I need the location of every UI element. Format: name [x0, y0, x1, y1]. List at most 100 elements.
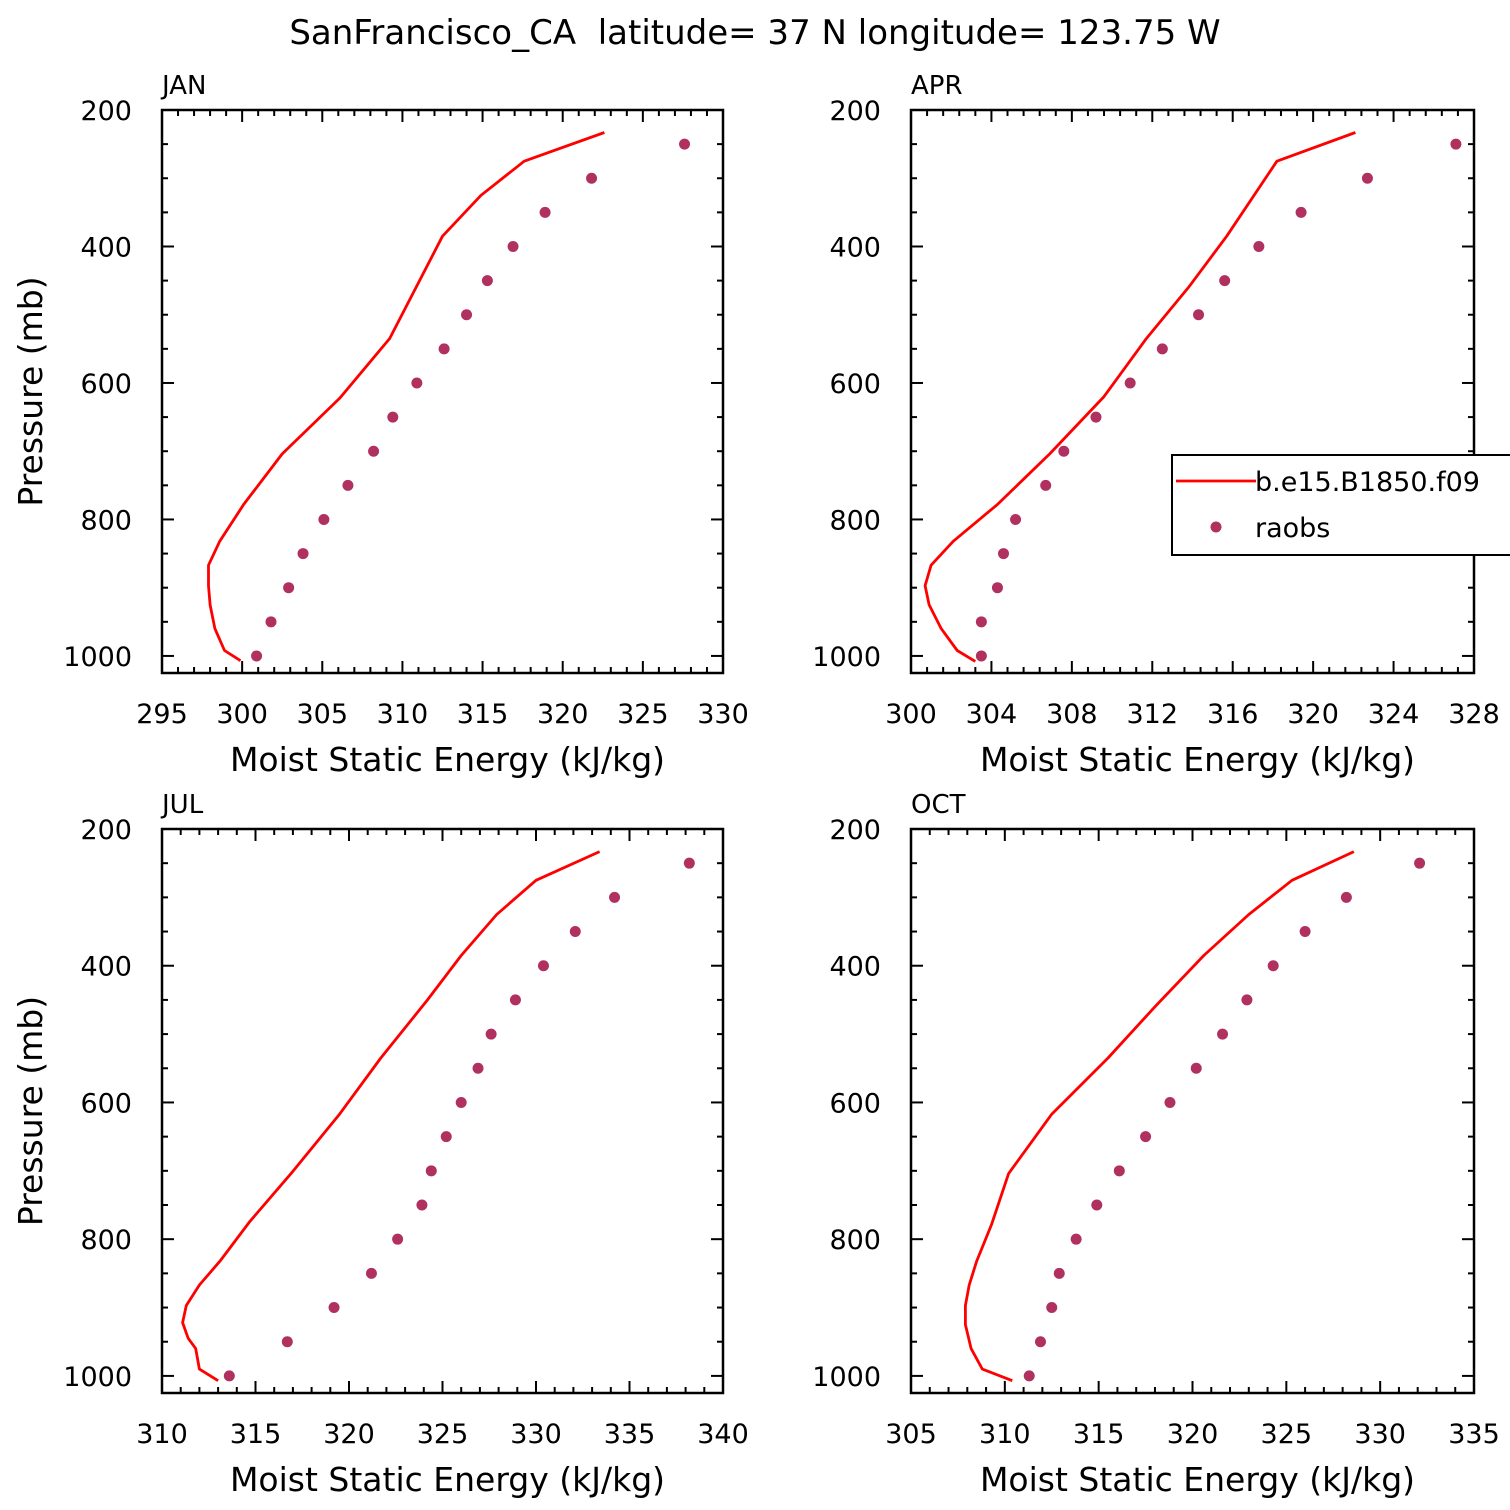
raobs-point: [975, 650, 987, 662]
x-tick-label: 304: [966, 699, 1018, 730]
x-tick-label: 310: [136, 1419, 188, 1450]
raobs-point: [991, 582, 1003, 594]
x-tick-label: 310: [377, 699, 429, 730]
raobs-point: [251, 650, 263, 662]
y-tick-label: 1000: [812, 642, 881, 673]
raobs-point: [509, 994, 521, 1006]
x-tick-label: 330: [510, 1419, 562, 1450]
plot-frame: [160, 827, 725, 1395]
y-axis-label: Pressure (mb): [11, 276, 50, 506]
chart-panels: 295 300 305 310 315 320 325 330 200 400 600 800 1000…: [11, 71, 1500, 1499]
plot-frame: [909, 108, 1476, 675]
plot-frame: [909, 827, 1476, 1395]
raobs-point: [392, 1233, 404, 1245]
raobs-point: [997, 548, 1009, 560]
x-tick-label: 315: [230, 1419, 282, 1450]
raobs-point: [1193, 309, 1205, 321]
raobs-point: [1034, 1336, 1046, 1348]
x-tick-label: 308: [1046, 699, 1098, 730]
raobs-point: [1219, 275, 1231, 287]
raobs-point: [1156, 343, 1168, 355]
x-tick-label: 325: [417, 1419, 469, 1450]
x-tick-label: 330: [697, 699, 749, 730]
x-tick-label: 320: [1167, 1419, 1219, 1450]
y-tick-label: 200: [829, 815, 881, 846]
y-tick-label: 200: [829, 96, 881, 127]
x-tick-label: 335: [1448, 1419, 1500, 1450]
raobs-point: [1299, 926, 1311, 938]
raobs-point: [281, 1336, 293, 1348]
x-tick-label: 315: [457, 699, 509, 730]
x-tick-label: 320: [537, 699, 589, 730]
x-tick-label: 320: [1287, 699, 1339, 730]
raobs-point: [683, 857, 695, 869]
raobs-point: [1361, 172, 1373, 184]
raobs-point: [425, 1165, 437, 1177]
legend: b.e15.B1850.f09 raobs: [1171, 454, 1510, 556]
raobs-point: [481, 275, 493, 287]
panel-label: JUL: [160, 790, 204, 820]
raobs-point: [1053, 1267, 1065, 1279]
panel-jan: 295 300 305 310 315 320 325 330 200 400 600 800 1000…: [11, 71, 749, 779]
series-line-model: [181, 850, 601, 1382]
y-tick-label: 400: [80, 952, 132, 983]
raobs-point: [1091, 1199, 1103, 1211]
raobs-point: [1046, 1302, 1058, 1314]
raobs-point: [1040, 479, 1052, 491]
raobs-point: [1414, 857, 1426, 869]
y-tick-label: 800: [80, 1225, 132, 1256]
y-tick-label: 1000: [63, 642, 132, 673]
raobs-point: [1295, 206, 1307, 218]
raobs-point: [416, 1199, 428, 1211]
y-tick-label: 200: [80, 96, 132, 127]
x-tick-label: 310: [979, 1419, 1031, 1450]
raobs-point: [1253, 240, 1265, 252]
raobs-point: [411, 377, 423, 389]
raobs-point: [1267, 960, 1279, 972]
raobs-point: [586, 172, 598, 184]
raobs-point: [609, 891, 621, 903]
raobs-point: [975, 616, 987, 628]
x-tick-label: 300: [885, 699, 937, 730]
panel-apr: 300 304 308 312 316 320 324 328 200 400 600 800 1000…: [812, 71, 1499, 779]
raobs-point: [485, 1028, 497, 1040]
raobs-point: [1217, 1028, 1229, 1040]
raobs-point: [265, 616, 277, 628]
raobs-point: [679, 138, 691, 150]
raobs-point: [342, 479, 354, 491]
raobs-point: [1241, 994, 1253, 1006]
raobs-point: [1113, 1165, 1125, 1177]
x-tick-label: 328: [1448, 699, 1500, 730]
y-tick-label: 400: [80, 232, 132, 263]
series-line-model: [964, 850, 1355, 1383]
raobs-point: [1090, 411, 1102, 423]
raobs-point: [438, 343, 450, 355]
legend-box: [1171, 454, 1510, 556]
y-tick-label: 1000: [812, 1362, 881, 1393]
y-tick-label: 400: [829, 952, 881, 983]
x-tick-label: 324: [1368, 699, 1420, 730]
series-line-model: [207, 131, 605, 662]
plot-frame: [160, 108, 725, 675]
panel-label: JAN: [160, 71, 206, 101]
raobs-point: [569, 926, 581, 938]
raobs-point: [1010, 513, 1022, 525]
x-axis-label: Moist Static Energy (kJ/kg): [980, 740, 1415, 779]
x-axis-label: Moist Static Energy (kJ/kg): [230, 1460, 665, 1499]
y-tick-label: 800: [80, 505, 132, 536]
x-tick-label: 305: [297, 699, 349, 730]
raobs-point: [368, 445, 380, 457]
raobs-point: [387, 411, 399, 423]
x-tick-label: 300: [216, 699, 268, 730]
raobs-point: [1023, 1370, 1035, 1382]
y-tick-label: 600: [80, 369, 132, 400]
x-tick-label: 305: [885, 1419, 937, 1450]
y-tick-label: 600: [829, 369, 881, 400]
y-tick-label: 200: [80, 815, 132, 846]
panel-jul: 310 315 320 325 330 335 340 200 400 600 800 1000 JUL…: [11, 790, 749, 1499]
raobs-point: [318, 513, 330, 525]
raobs-point: [328, 1302, 340, 1314]
x-tick-label: 320: [323, 1419, 375, 1450]
raobs-point: [440, 1131, 452, 1143]
